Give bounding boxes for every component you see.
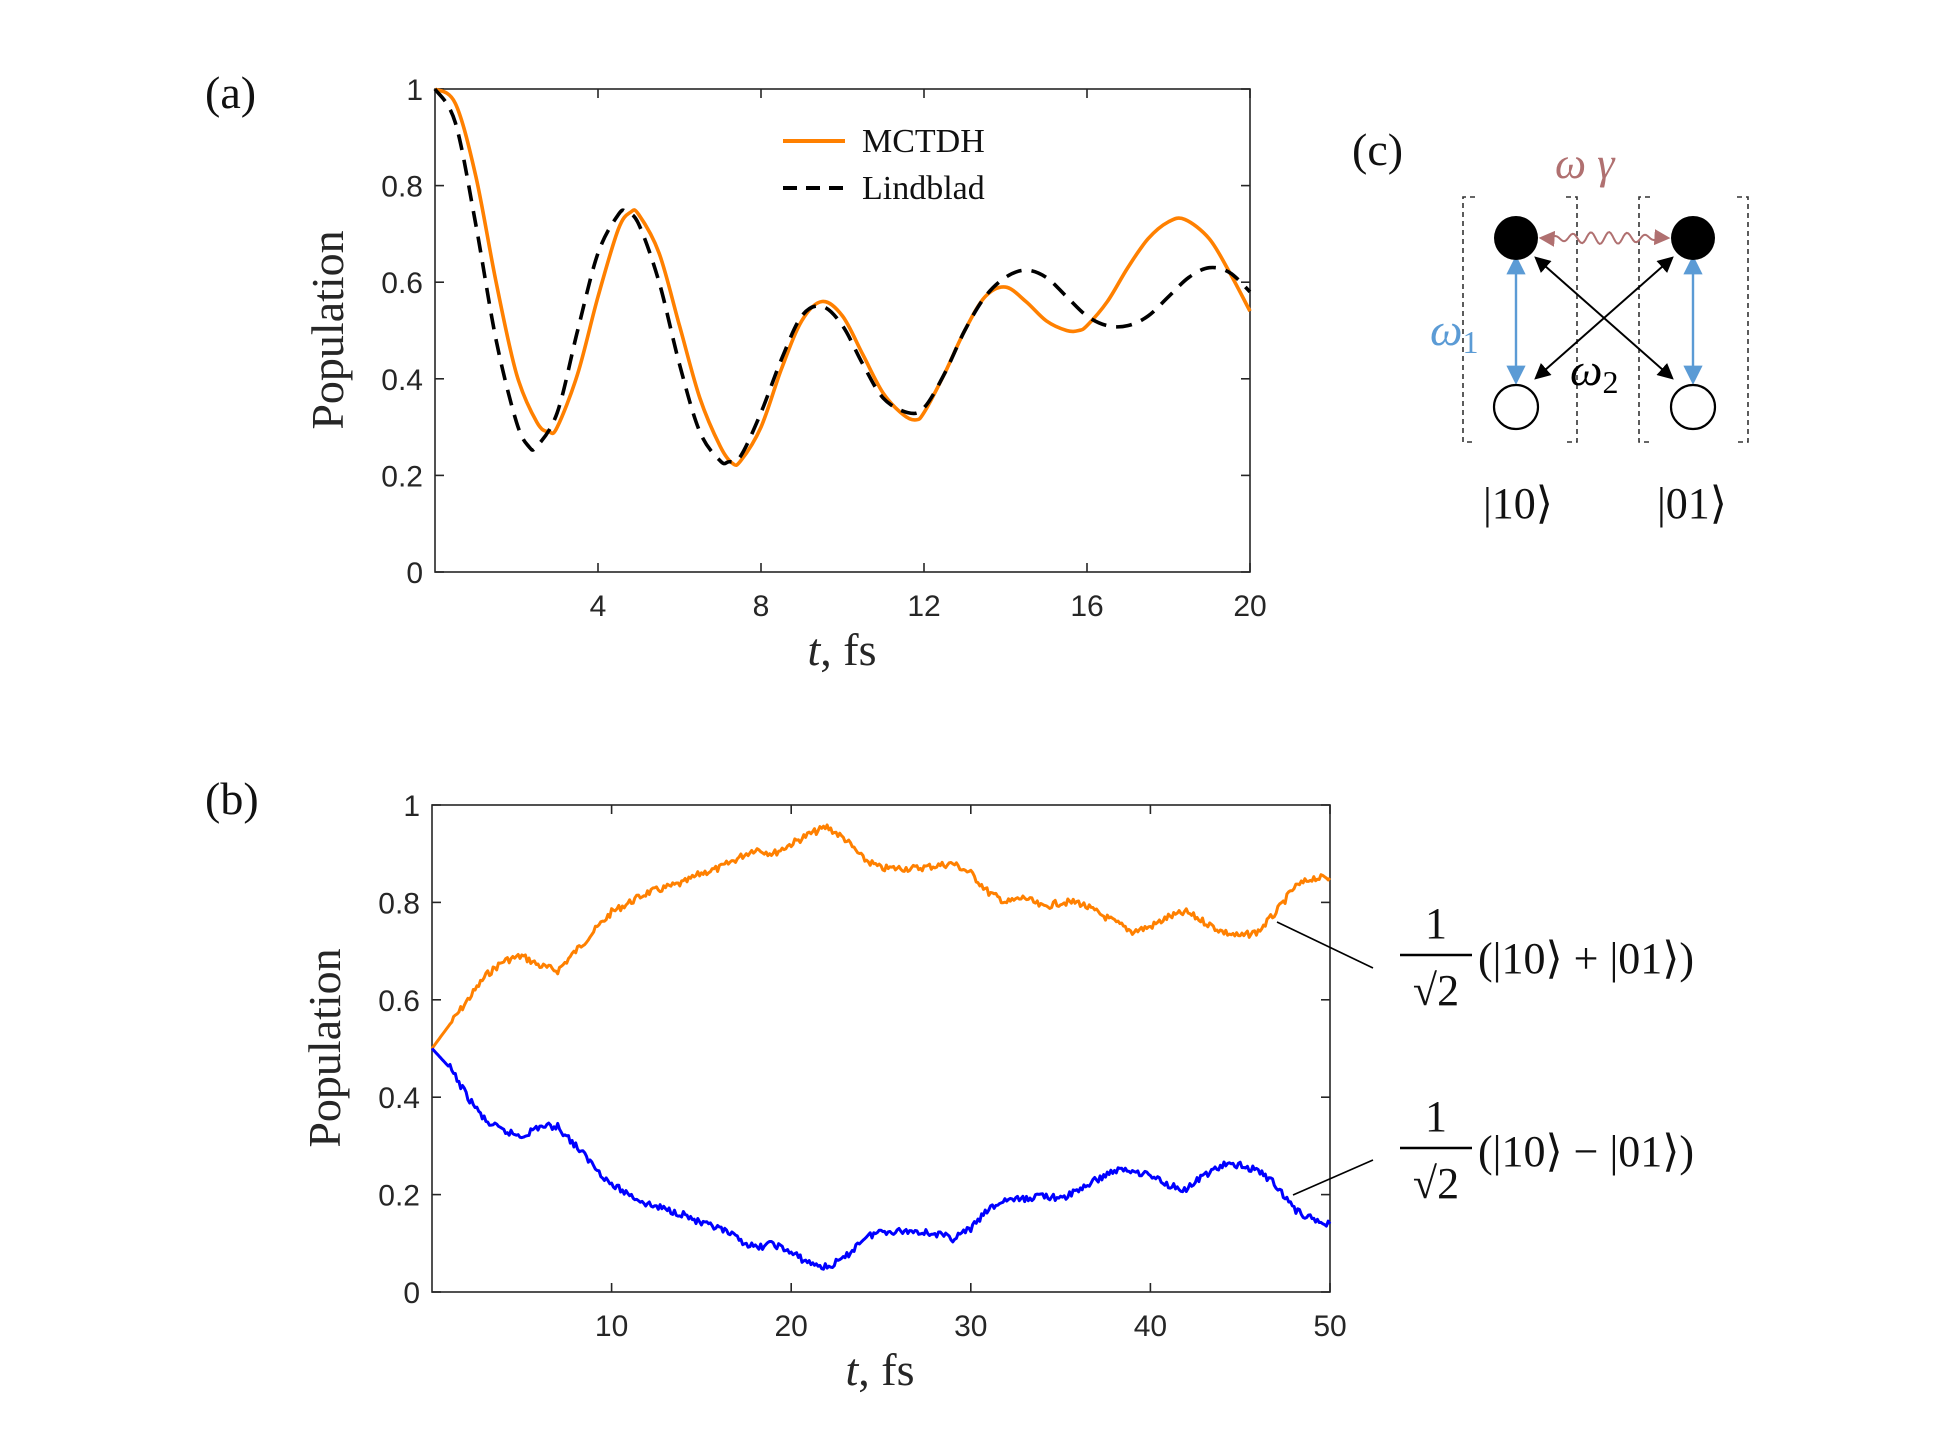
- annotation-leader-upper: [1276, 921, 1374, 969]
- x-tick-label-b-0: 10: [595, 1310, 628, 1343]
- x-tick-label-a-2: 12: [907, 590, 940, 623]
- series-b-1-line: [430, 1047, 1332, 1271]
- ground-state-right: [1669, 383, 1717, 431]
- x-axis-label-a: t, fs: [807, 624, 876, 675]
- bracket-right-outer: [1737, 196, 1749, 443]
- panel-label-a: (a): [205, 67, 256, 118]
- bracket-left-inner: [1566, 196, 1578, 443]
- x-axis-unit-b: fs: [881, 1344, 914, 1395]
- y-tick-label-b-0: 0: [403, 1277, 420, 1310]
- y-tick-label-a-1: 0.2: [381, 460, 423, 493]
- excited-state-right: [1671, 216, 1715, 260]
- panel-a: (a) 4 8 12 16 20 0 0.2 0.4 0.6 0.8 1 Population t,…: [205, 67, 1267, 675]
- x-axis-unit-a: fs: [843, 624, 876, 675]
- y-tick-label-a-2: 0.4: [381, 364, 423, 397]
- y-tick-label-a-0: 0: [406, 557, 423, 590]
- x-tick-label-a-1: 8: [753, 590, 770, 623]
- panel-c-diagram: (c) ω γ ω1 ω2 |10⟩ |01⟩: [1352, 124, 1749, 528]
- omega-gamma-wavy-arrow: [1538, 229, 1671, 247]
- legend-a: MCTDH Lindblad: [783, 123, 985, 207]
- y-axis-label-a: Population: [302, 230, 353, 429]
- omega1-label: ω1: [1430, 304, 1478, 360]
- annotation-lower-numerator: 1: [1425, 1092, 1447, 1141]
- series-a-1-line: [433, 87, 1252, 466]
- y-tick-label-a-4: 0.8: [381, 171, 423, 204]
- panel-label-b: (b): [205, 773, 259, 824]
- excited-state-left: [1494, 216, 1538, 260]
- annotation-leader-lower: [1292, 1159, 1374, 1196]
- ticks-a: 4 8 12 16 20 0 0.2 0.4 0.6 0.8 1: [381, 74, 1266, 623]
- series-b: [430, 823, 1332, 1271]
- x-tick-label-a-3: 16: [1070, 590, 1103, 623]
- y-tick-label-b-3: 0.6: [378, 985, 420, 1018]
- ket-label-left: |10⟩: [1483, 479, 1553, 528]
- legend-mctdh: MCTDH: [862, 123, 985, 160]
- x-tick-label-a-4: 20: [1233, 590, 1266, 623]
- annotation-upper-numerator: 1: [1425, 899, 1447, 948]
- x-tick-label-b-4: 50: [1313, 1310, 1346, 1343]
- omega-gamma-label: ω γ: [1555, 139, 1616, 188]
- y-axis-label-b: Population: [299, 948, 350, 1147]
- x-tick-label-a-0: 4: [590, 590, 607, 623]
- ticks-b: 10 20 30 40 50 0 0.2 0.4 0.6 0.8 1: [378, 790, 1346, 1343]
- series-b-0-line: [430, 823, 1332, 1050]
- panel-label-c: (c): [1352, 124, 1403, 175]
- bracket-left-outer: [1462, 196, 1475, 443]
- omega2-arrow-diagonal-2: [1534, 256, 1674, 380]
- x-axis-var-a: t: [807, 624, 821, 675]
- omega2-label: ω2: [1570, 344, 1618, 400]
- x-tick-label-b-1: 20: [775, 1310, 808, 1343]
- plot-frame-a: [434, 88, 1251, 573]
- annotation-upper-expression: (|10⟩ + |01⟩): [1478, 934, 1694, 983]
- ket-label-right: |01⟩: [1657, 479, 1727, 528]
- y-tick-label-a-5: 1: [406, 74, 423, 107]
- x-axis-var-b: t: [845, 1344, 859, 1395]
- y-tick-label-b-1: 0.2: [378, 1180, 420, 1213]
- series-a: [433, 87, 1252, 468]
- annotation-lower: 1 √2 (|10⟩ − |01⟩): [1400, 1092, 1694, 1208]
- x-tick-label-b-3: 40: [1134, 1310, 1167, 1343]
- legend-lindblad: Lindblad: [862, 170, 985, 207]
- plot-frame-b: [431, 804, 1331, 1293]
- y-tick-label-a-3: 0.6: [381, 267, 423, 300]
- annotation-lower-denominator: √2: [1413, 1159, 1459, 1208]
- annotation-upper-denominator: √2: [1413, 966, 1459, 1015]
- x-tick-label-b-2: 30: [954, 1310, 987, 1343]
- y-tick-label-b-4: 0.8: [378, 887, 420, 920]
- y-tick-label-b-5: 1: [403, 790, 420, 823]
- annotation-upper: 1 √2 (|10⟩ + |01⟩): [1400, 899, 1694, 1015]
- annotation-lower-expression: (|10⟩ − |01⟩): [1478, 1127, 1694, 1176]
- y-tick-label-b-2: 0.4: [378, 1082, 420, 1115]
- x-axis-label-b: t, fs: [845, 1344, 914, 1395]
- bracket-right-inner: [1638, 196, 1650, 443]
- ground-state-left: [1492, 383, 1540, 431]
